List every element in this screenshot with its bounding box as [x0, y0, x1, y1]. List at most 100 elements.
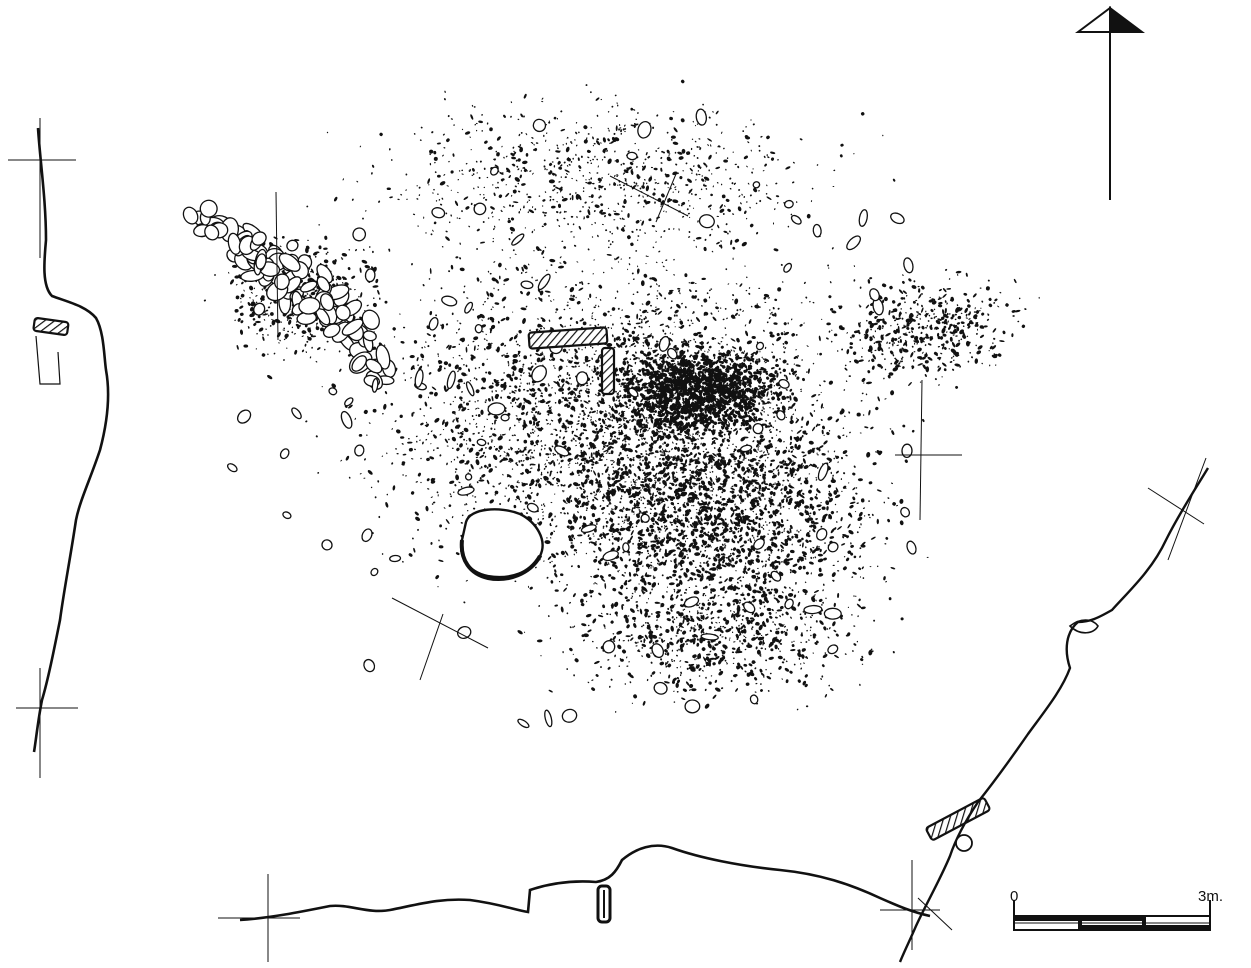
rubble-dot [642, 333, 644, 335]
rubble-dot [580, 403, 584, 408]
rubble-dot [802, 454, 807, 457]
rubble-dot [452, 357, 454, 359]
rubble-dot [599, 410, 603, 415]
rubble-dot [485, 399, 487, 401]
rubble-dot [456, 447, 461, 452]
rubble-dot [514, 385, 518, 389]
rubble-dot [631, 481, 632, 482]
rubble-dot [900, 617, 903, 620]
rubble-dot [700, 442, 702, 445]
rubble-dot [574, 434, 579, 438]
rubble-dot [642, 502, 644, 504]
rubble-dot [595, 420, 597, 422]
rubble-dot [598, 284, 603, 289]
rubble-dot [305, 420, 308, 423]
rubble-dot [791, 332, 796, 337]
rubble-dot [509, 439, 511, 441]
rubble-dot [585, 346, 587, 348]
rubble-dot [535, 402, 537, 404]
rubble-dot [544, 246, 546, 248]
rubble-dot [597, 546, 602, 552]
rubble-dot [339, 350, 341, 352]
rubble-dot [557, 485, 559, 487]
rubble-dot [529, 382, 531, 385]
rubble-dot [642, 345, 644, 347]
rubble-dot [577, 511, 579, 514]
rubble-dot [629, 404, 632, 407]
rubble-dot [497, 289, 499, 291]
rubble-dot [738, 314, 740, 316]
rubble-dot [605, 410, 607, 412]
rubble-dot [758, 523, 760, 528]
rubble-dot [801, 451, 805, 453]
rubble-dot [640, 315, 642, 316]
rubble-dot [593, 583, 595, 585]
rubble-dot [710, 490, 711, 491]
rubble-dot [379, 297, 381, 299]
rubble-dot [521, 318, 526, 325]
rubble-dot [443, 429, 444, 430]
rubble-dot [589, 411, 592, 414]
rubble-dot [602, 435, 604, 437]
rubble-dot [775, 420, 777, 421]
rubble-dot [631, 592, 633, 594]
rubble-dot [567, 359, 569, 361]
rubble-dot [574, 538, 575, 540]
rubble-dot [710, 288, 712, 290]
rubble-dot [546, 576, 549, 579]
rubble-dot [513, 334, 518, 340]
rubble-dot [543, 560, 545, 562]
rubble-dot [419, 353, 425, 359]
rubble-dot [515, 253, 517, 255]
rubble-dot [411, 263, 413, 266]
rubble-dot [579, 319, 584, 322]
rubble-dot [580, 506, 582, 507]
rubble-dot [709, 289, 711, 291]
rubble-dot [403, 372, 405, 374]
rubble-dot [482, 363, 485, 366]
rubble-dot [487, 442, 489, 445]
rubble-dot [463, 601, 465, 603]
rubble-dot [548, 456, 550, 458]
rubble-dot [727, 283, 729, 285]
rubble-dot [647, 312, 649, 313]
rubble-dot [422, 441, 425, 444]
rubble-dot [627, 457, 629, 459]
rubble-dot [597, 376, 600, 380]
rubble-dot [747, 476, 749, 478]
rubble-dot [712, 425, 714, 429]
rubble-dot [689, 470, 691, 472]
rubble-dot [632, 272, 635, 274]
rubble-dot [550, 264, 553, 266]
rubble-dot [493, 287, 494, 289]
rubble-dot [470, 463, 475, 469]
rubble-dot [704, 350, 706, 352]
rubble-dot [541, 351, 543, 353]
rubble-dot [820, 418, 823, 421]
rubble-dot [567, 301, 569, 303]
rubble-dot [581, 281, 584, 285]
rubble-dot [605, 425, 607, 426]
rubble-dot [816, 399, 818, 401]
rubble-dot [634, 484, 636, 486]
rubble-dot [603, 272, 605, 274]
rubble-dot [828, 450, 829, 452]
rubble-dot [529, 354, 531, 357]
rubble-dot [485, 447, 487, 449]
rubble-dot [504, 354, 509, 358]
rubble-dot [649, 285, 652, 288]
rubble-dot [364, 458, 367, 461]
rubble-dot [557, 459, 559, 461]
rubble-dot [557, 413, 561, 417]
rubble-dot [463, 364, 465, 365]
rubble-dot [433, 417, 440, 424]
rubble-dot [518, 482, 520, 483]
rubble-dot [494, 490, 498, 494]
rubble-dot [377, 480, 379, 482]
rubble-dot [481, 436, 483, 437]
rubble-dot [659, 359, 661, 361]
rubble-dot [482, 430, 485, 432]
rubble-dot [560, 430, 562, 433]
rubble-dot [542, 515, 544, 516]
rubble-dot [800, 391, 802, 393]
